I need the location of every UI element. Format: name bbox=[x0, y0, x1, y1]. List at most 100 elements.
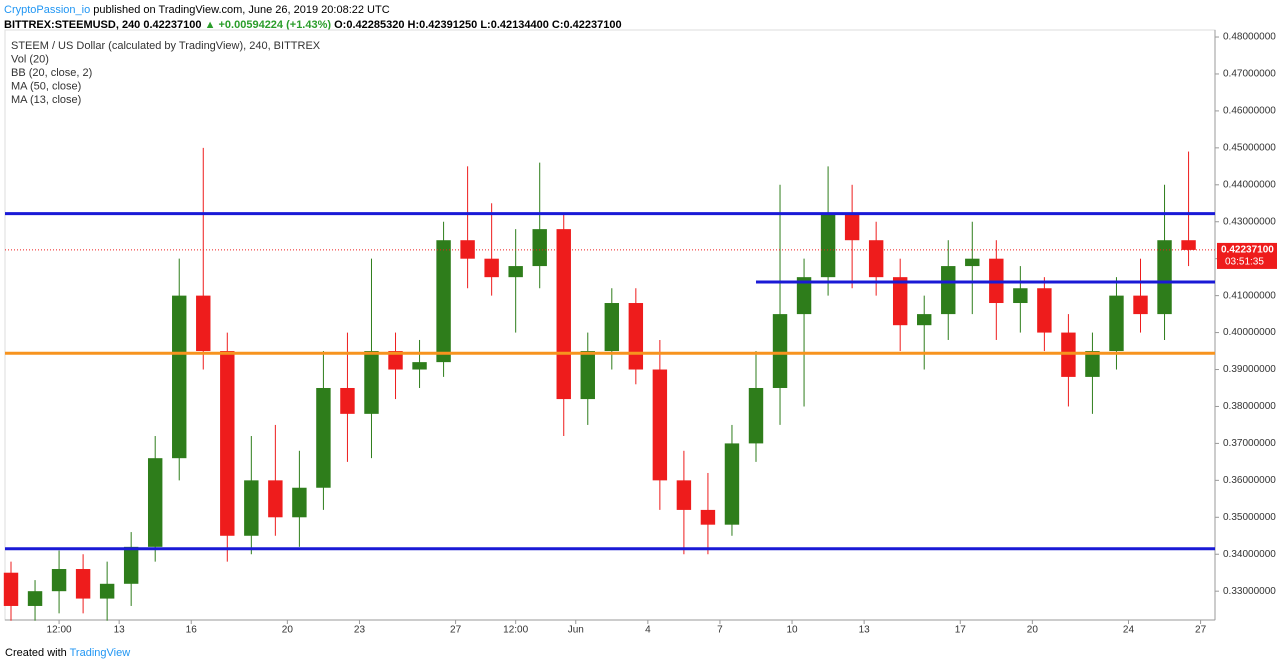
candle-body bbox=[436, 240, 451, 363]
candle-body bbox=[604, 303, 620, 352]
x-tick-label: 7 bbox=[717, 625, 723, 636]
candle-body bbox=[172, 295, 187, 459]
x-tick-label: Jun bbox=[568, 625, 584, 636]
author[interactable]: CryptoPassion_io bbox=[4, 4, 91, 16]
x-tick-label: 12:00 bbox=[503, 625, 528, 636]
y-tick-label: 0.36000000 bbox=[1223, 475, 1276, 486]
candle-body bbox=[1181, 240, 1196, 250]
low: L:0.42134400 bbox=[480, 19, 549, 31]
open: O:0.42285320 bbox=[334, 19, 405, 31]
indicator-legend: STEEM / US Dollar (calculated by Trading… bbox=[11, 40, 321, 52]
x-tick-label: 16 bbox=[186, 625, 198, 636]
candle-body bbox=[892, 277, 908, 326]
candle-body bbox=[484, 258, 499, 278]
candle-body bbox=[51, 569, 67, 592]
x-tick-label: 13 bbox=[114, 625, 126, 636]
candle-body bbox=[628, 303, 644, 370]
x-tick-label: 13 bbox=[859, 625, 871, 636]
candle-body bbox=[364, 351, 379, 414]
price: 0.42237100 bbox=[143, 19, 202, 31]
candle-body bbox=[412, 362, 427, 370]
candle-body bbox=[748, 387, 764, 444]
candle-body bbox=[196, 295, 211, 352]
candle-body bbox=[844, 214, 860, 241]
header: CryptoPassion_io published on TradingVie… bbox=[4, 3, 622, 33]
candle-body bbox=[772, 314, 788, 388]
x-tick-label: 27 bbox=[1195, 625, 1207, 636]
candle-body bbox=[75, 569, 91, 599]
candle-body bbox=[316, 387, 331, 488]
y-tick-label: 0.44000000 bbox=[1223, 179, 1276, 190]
footer: Created with TradingView bbox=[5, 647, 130, 659]
candle-body bbox=[27, 591, 43, 606]
y-tick-label: 0.35000000 bbox=[1223, 512, 1276, 523]
candle-body bbox=[123, 546, 139, 584]
countdown: 03:51:35 bbox=[1225, 257, 1264, 268]
candle-body bbox=[868, 240, 884, 278]
candle-body bbox=[796, 277, 812, 315]
candle-body bbox=[556, 229, 571, 400]
candle-body bbox=[244, 480, 259, 536]
candle-body bbox=[99, 583, 115, 599]
y-tick-label: 0.43000000 bbox=[1223, 216, 1276, 227]
candle-body bbox=[220, 351, 235, 536]
x-tick-label: 12:00 bbox=[47, 625, 72, 636]
candle-body bbox=[917, 314, 932, 326]
candle-body bbox=[820, 214, 836, 278]
y-tick-label: 0.40000000 bbox=[1223, 327, 1276, 338]
brand[interactable]: TradingView bbox=[69, 647, 131, 659]
candle-body bbox=[147, 458, 163, 547]
candle-body bbox=[1157, 240, 1172, 315]
candle-body bbox=[965, 258, 980, 267]
indicator-legend: MA (50, close) bbox=[11, 80, 81, 92]
publish-line: CryptoPassion_io published on TradingVie… bbox=[4, 3, 622, 18]
candle-body bbox=[941, 266, 956, 315]
candle-body bbox=[388, 351, 403, 370]
candle-body bbox=[1109, 295, 1124, 352]
x-tick-label: 27 bbox=[450, 625, 462, 636]
indicator-legend: BB (20, close, 2) bbox=[11, 67, 92, 79]
candle-body bbox=[580, 351, 595, 400]
y-tick-label: 0.39000000 bbox=[1223, 364, 1276, 375]
change: ▲ +0.00594224 (+1.43%) bbox=[204, 19, 332, 31]
candle-body bbox=[724, 443, 740, 525]
candle-body bbox=[268, 480, 283, 518]
candle-body bbox=[508, 266, 523, 278]
y-tick-label: 0.37000000 bbox=[1223, 438, 1276, 449]
candle-body bbox=[700, 509, 716, 525]
indicator-legend: MA (13, close) bbox=[11, 94, 81, 106]
x-tick-label: 23 bbox=[354, 625, 366, 636]
y-tick-label: 0.47000000 bbox=[1223, 69, 1276, 80]
y-tick-label: 0.41000000 bbox=[1223, 290, 1276, 301]
x-tick-label: 4 bbox=[645, 625, 651, 636]
x-tick-label: 10 bbox=[786, 625, 798, 636]
x-tick-label: 20 bbox=[282, 625, 294, 636]
candle-body bbox=[1013, 288, 1028, 304]
candle-body bbox=[292, 487, 307, 518]
y-tick-label: 0.33000000 bbox=[1223, 586, 1276, 597]
ohlc-line: BITTREX:STEEMUSD, 240 0.42237100 ▲ +0.00… bbox=[4, 18, 622, 33]
candle-body bbox=[1085, 351, 1100, 377]
last-price-box bbox=[1217, 242, 1277, 269]
candle-body bbox=[676, 480, 692, 510]
candle-body bbox=[340, 387, 355, 414]
symbol: BITTREX:STEEMUSD, 240 bbox=[4, 19, 141, 31]
indicator-legend: Vol (20) bbox=[11, 53, 49, 65]
x-tick-label: 20 bbox=[1027, 625, 1039, 636]
created: Created with bbox=[5, 647, 67, 659]
candle-body bbox=[3, 572, 19, 606]
high: H:0.42391250 bbox=[407, 19, 478, 31]
y-tick-label: 0.38000000 bbox=[1223, 401, 1276, 412]
y-tick-label: 0.34000000 bbox=[1223, 549, 1276, 560]
candle-body bbox=[1133, 295, 1148, 315]
x-tick-label: 24 bbox=[1123, 625, 1135, 636]
candle-body bbox=[1037, 288, 1052, 333]
candle-body bbox=[652, 369, 668, 481]
y-tick-label: 0.46000000 bbox=[1223, 106, 1276, 117]
y-tick-label: 0.45000000 bbox=[1223, 142, 1276, 153]
last-price-label: 0.42237100 bbox=[1221, 245, 1274, 256]
published: published on TradingView.com, June 26, 2… bbox=[93, 4, 390, 16]
candle-body bbox=[532, 229, 547, 267]
